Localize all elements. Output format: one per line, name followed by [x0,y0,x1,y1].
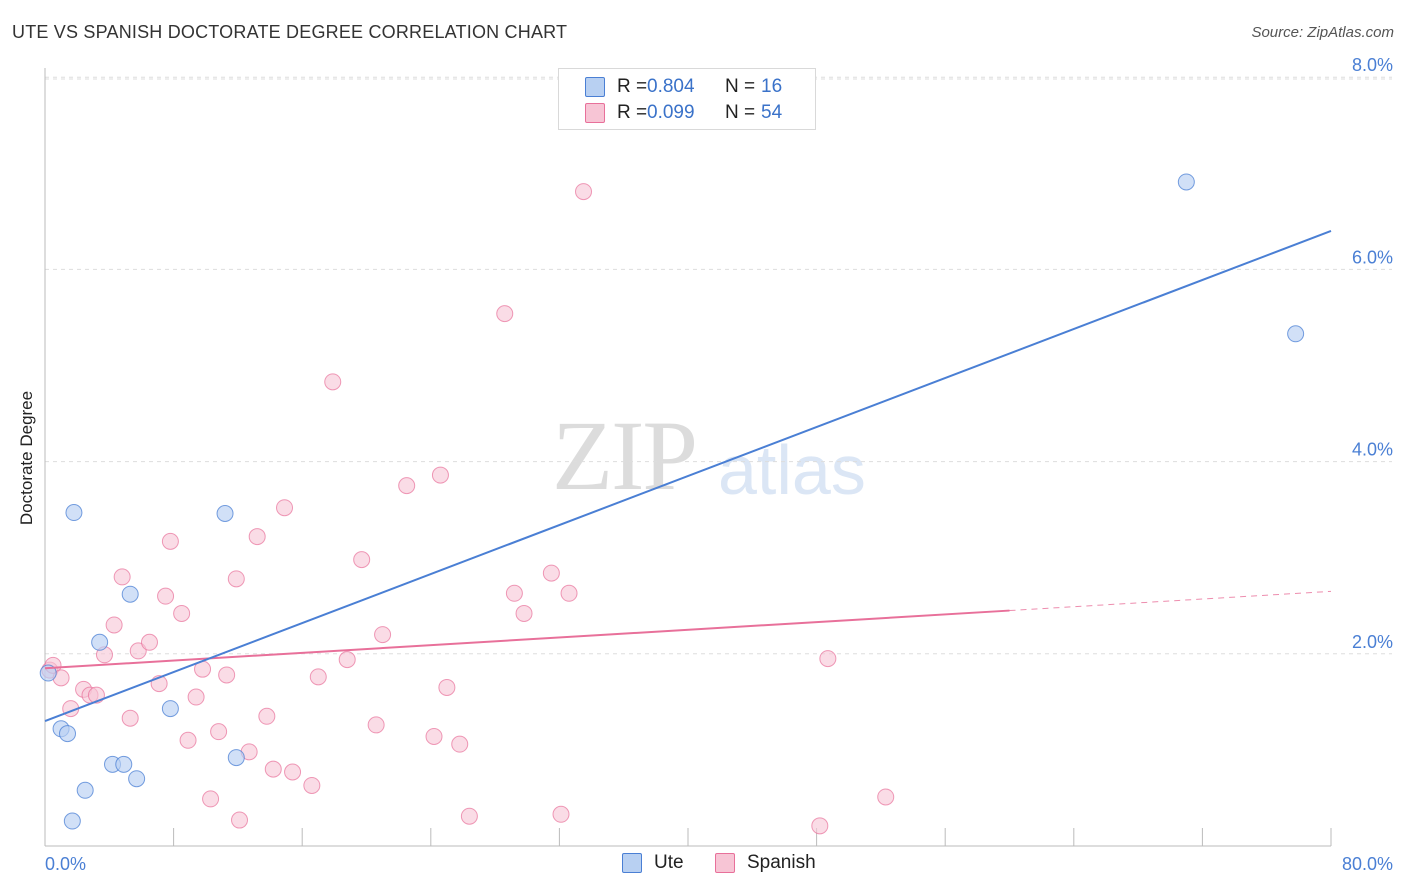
spanish-point [264,760,282,778]
r-value-ute: 0.804 [647,76,695,97]
spanish-point [560,584,578,602]
n-value-ute: 16 [761,76,783,97]
ute-point [115,755,133,773]
spanish-point [374,626,392,644]
ute-point [1287,325,1305,343]
spanish-point [324,373,342,391]
y-tick-label: 6.0% [1352,247,1393,267]
spanish-point [451,735,469,753]
spanish-point [179,731,197,749]
chart-title: UTE VS SPANISH DOCTORATE DEGREE CORRELAT… [12,22,568,42]
spanish-point [877,788,895,806]
ute-point [227,749,245,767]
spanish-point [276,499,294,517]
spanish-point [248,528,266,546]
spanish-point [542,564,560,582]
ute-point [128,770,146,788]
ute-point [1177,173,1195,191]
spanish-point [140,633,158,651]
n-value-spanish: 54 [761,102,783,123]
spanish-point [353,551,371,569]
ute-legend-label: Ute [654,852,684,873]
ute-point [121,585,139,603]
y-tick-label: 4.0% [1352,440,1393,460]
spanish-point [398,477,416,495]
legend-row-spanish: R = 0.099 N = 54 [585,101,782,125]
spanish-point [105,616,123,634]
spanish-point [338,651,356,669]
source-label: Source: ZipAtlas.com [1251,24,1394,41]
spanish-point [231,811,249,829]
watermark-zip: ZIP [552,400,698,511]
ute-point [39,664,57,682]
spanish-point [515,604,533,622]
spanish-point [218,666,236,684]
n-label: N = [725,76,756,97]
spanish-point [258,707,276,725]
legend-item-ute[interactable]: Ute [622,852,684,874]
y-tick-label: 2.0% [1352,632,1393,652]
spanish-point [425,727,443,745]
ute-point [161,700,179,718]
spanish-point [113,568,131,586]
spanish-point [173,604,191,622]
spanish-point [129,642,147,660]
spanish-point [284,763,302,781]
spanish-trend-line [44,609,1010,670]
spanish-point [552,805,570,823]
y-tick-label: 8.0% [1352,55,1393,75]
spanish-point [367,716,385,734]
x-tick-label: 0.0% [45,854,86,874]
ute-point [91,633,109,651]
legend-item-spanish[interactable]: Spanish [715,852,816,874]
spanish-point [202,790,220,808]
ute-point [59,725,77,743]
r-label: R = [617,76,648,97]
ute-point [65,504,83,522]
r-value-spanish: 0.099 [647,102,695,123]
ute-point [216,505,234,523]
x-tick-label: 80.0% [1342,854,1393,874]
watermark-atlas: atlas [718,431,866,509]
legend-row-ute: R = 0.804 N = 16 [585,75,782,99]
n-label: N = [725,102,756,123]
spanish-point [210,723,228,741]
spanish-trend-extension [1009,590,1332,612]
ute-point [63,812,81,830]
correlation-legend: R = 0.804 N = 16 R = 0.099 N = 54 [558,68,816,130]
spanish-point [819,650,837,668]
spanish-point [431,466,449,484]
spanish-point [309,668,327,686]
spanish-point [187,688,205,706]
ute-legend-swatch [622,853,642,873]
spanish-legend-swatch [715,853,735,873]
spanish-swatch [585,103,605,123]
spanish-point [438,678,456,696]
ute-swatch [585,77,605,97]
spanish-point [227,570,245,588]
spanish-point [121,709,139,727]
spanish-legend-label: Spanish [747,852,816,873]
spanish-point [161,532,179,550]
r-label: R = [617,102,648,123]
spanish-point [575,183,593,201]
spanish-point [505,584,523,602]
ute-trend-line [44,230,1332,723]
spanish-point [460,807,478,825]
spanish-point [811,817,829,835]
spanish-point [157,587,175,605]
ute-point [76,781,94,799]
spanish-point [496,305,514,323]
spanish-point [303,776,321,794]
